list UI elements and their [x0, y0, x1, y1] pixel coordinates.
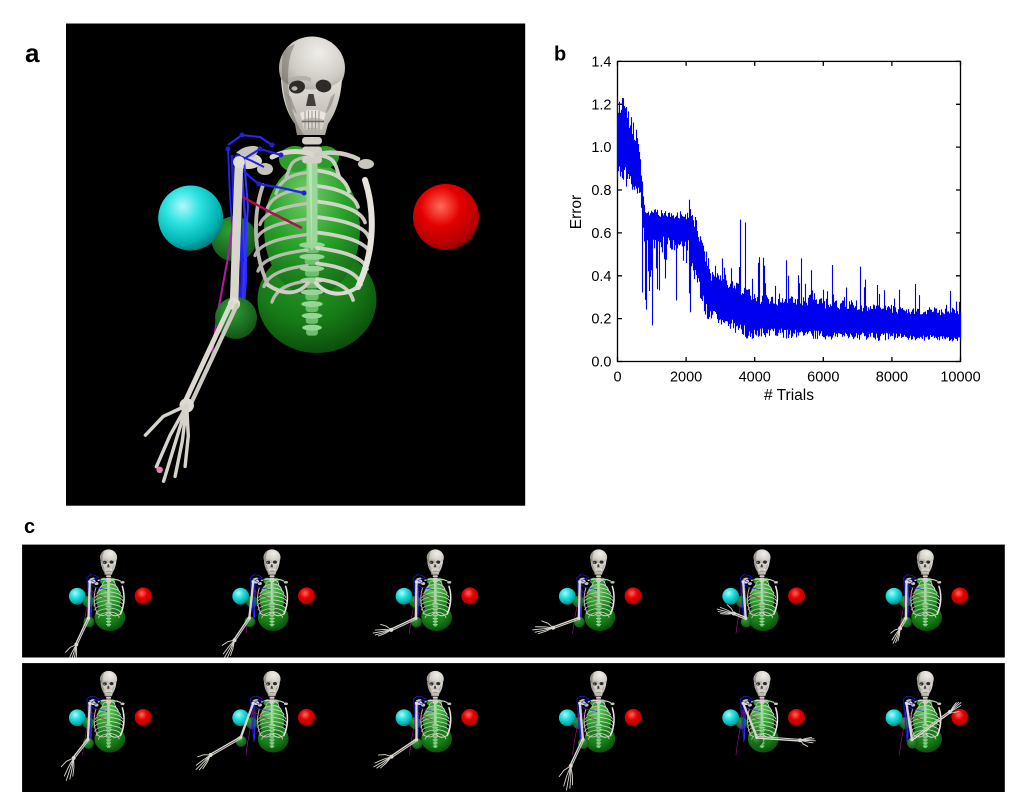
- svg-text:1.0: 1.0: [591, 140, 611, 156]
- svg-text:8000: 8000: [876, 370, 908, 386]
- svg-text:c: c: [24, 516, 35, 538]
- svg-text:0.2: 0.2: [591, 312, 611, 328]
- svg-text:Error: Error: [568, 195, 585, 229]
- svg-text:10000: 10000: [940, 370, 980, 386]
- svg-text:0.0: 0.0: [591, 355, 611, 371]
- svg-text:0.8: 0.8: [591, 183, 611, 199]
- svg-text:# Trials: # Trials: [764, 387, 814, 404]
- svg-text:0.6: 0.6: [591, 226, 611, 242]
- svg-text:a: a: [25, 38, 40, 68]
- svg-text:1.2: 1.2: [591, 97, 611, 113]
- svg-text:4000: 4000: [739, 370, 771, 386]
- svg-text:b: b: [554, 44, 566, 66]
- svg-text:2000: 2000: [670, 370, 702, 386]
- svg-text:0.4: 0.4: [591, 269, 611, 285]
- svg-text:0: 0: [613, 370, 621, 386]
- svg-text:6000: 6000: [807, 370, 839, 386]
- svg-text:1.4: 1.4: [591, 54, 611, 70]
